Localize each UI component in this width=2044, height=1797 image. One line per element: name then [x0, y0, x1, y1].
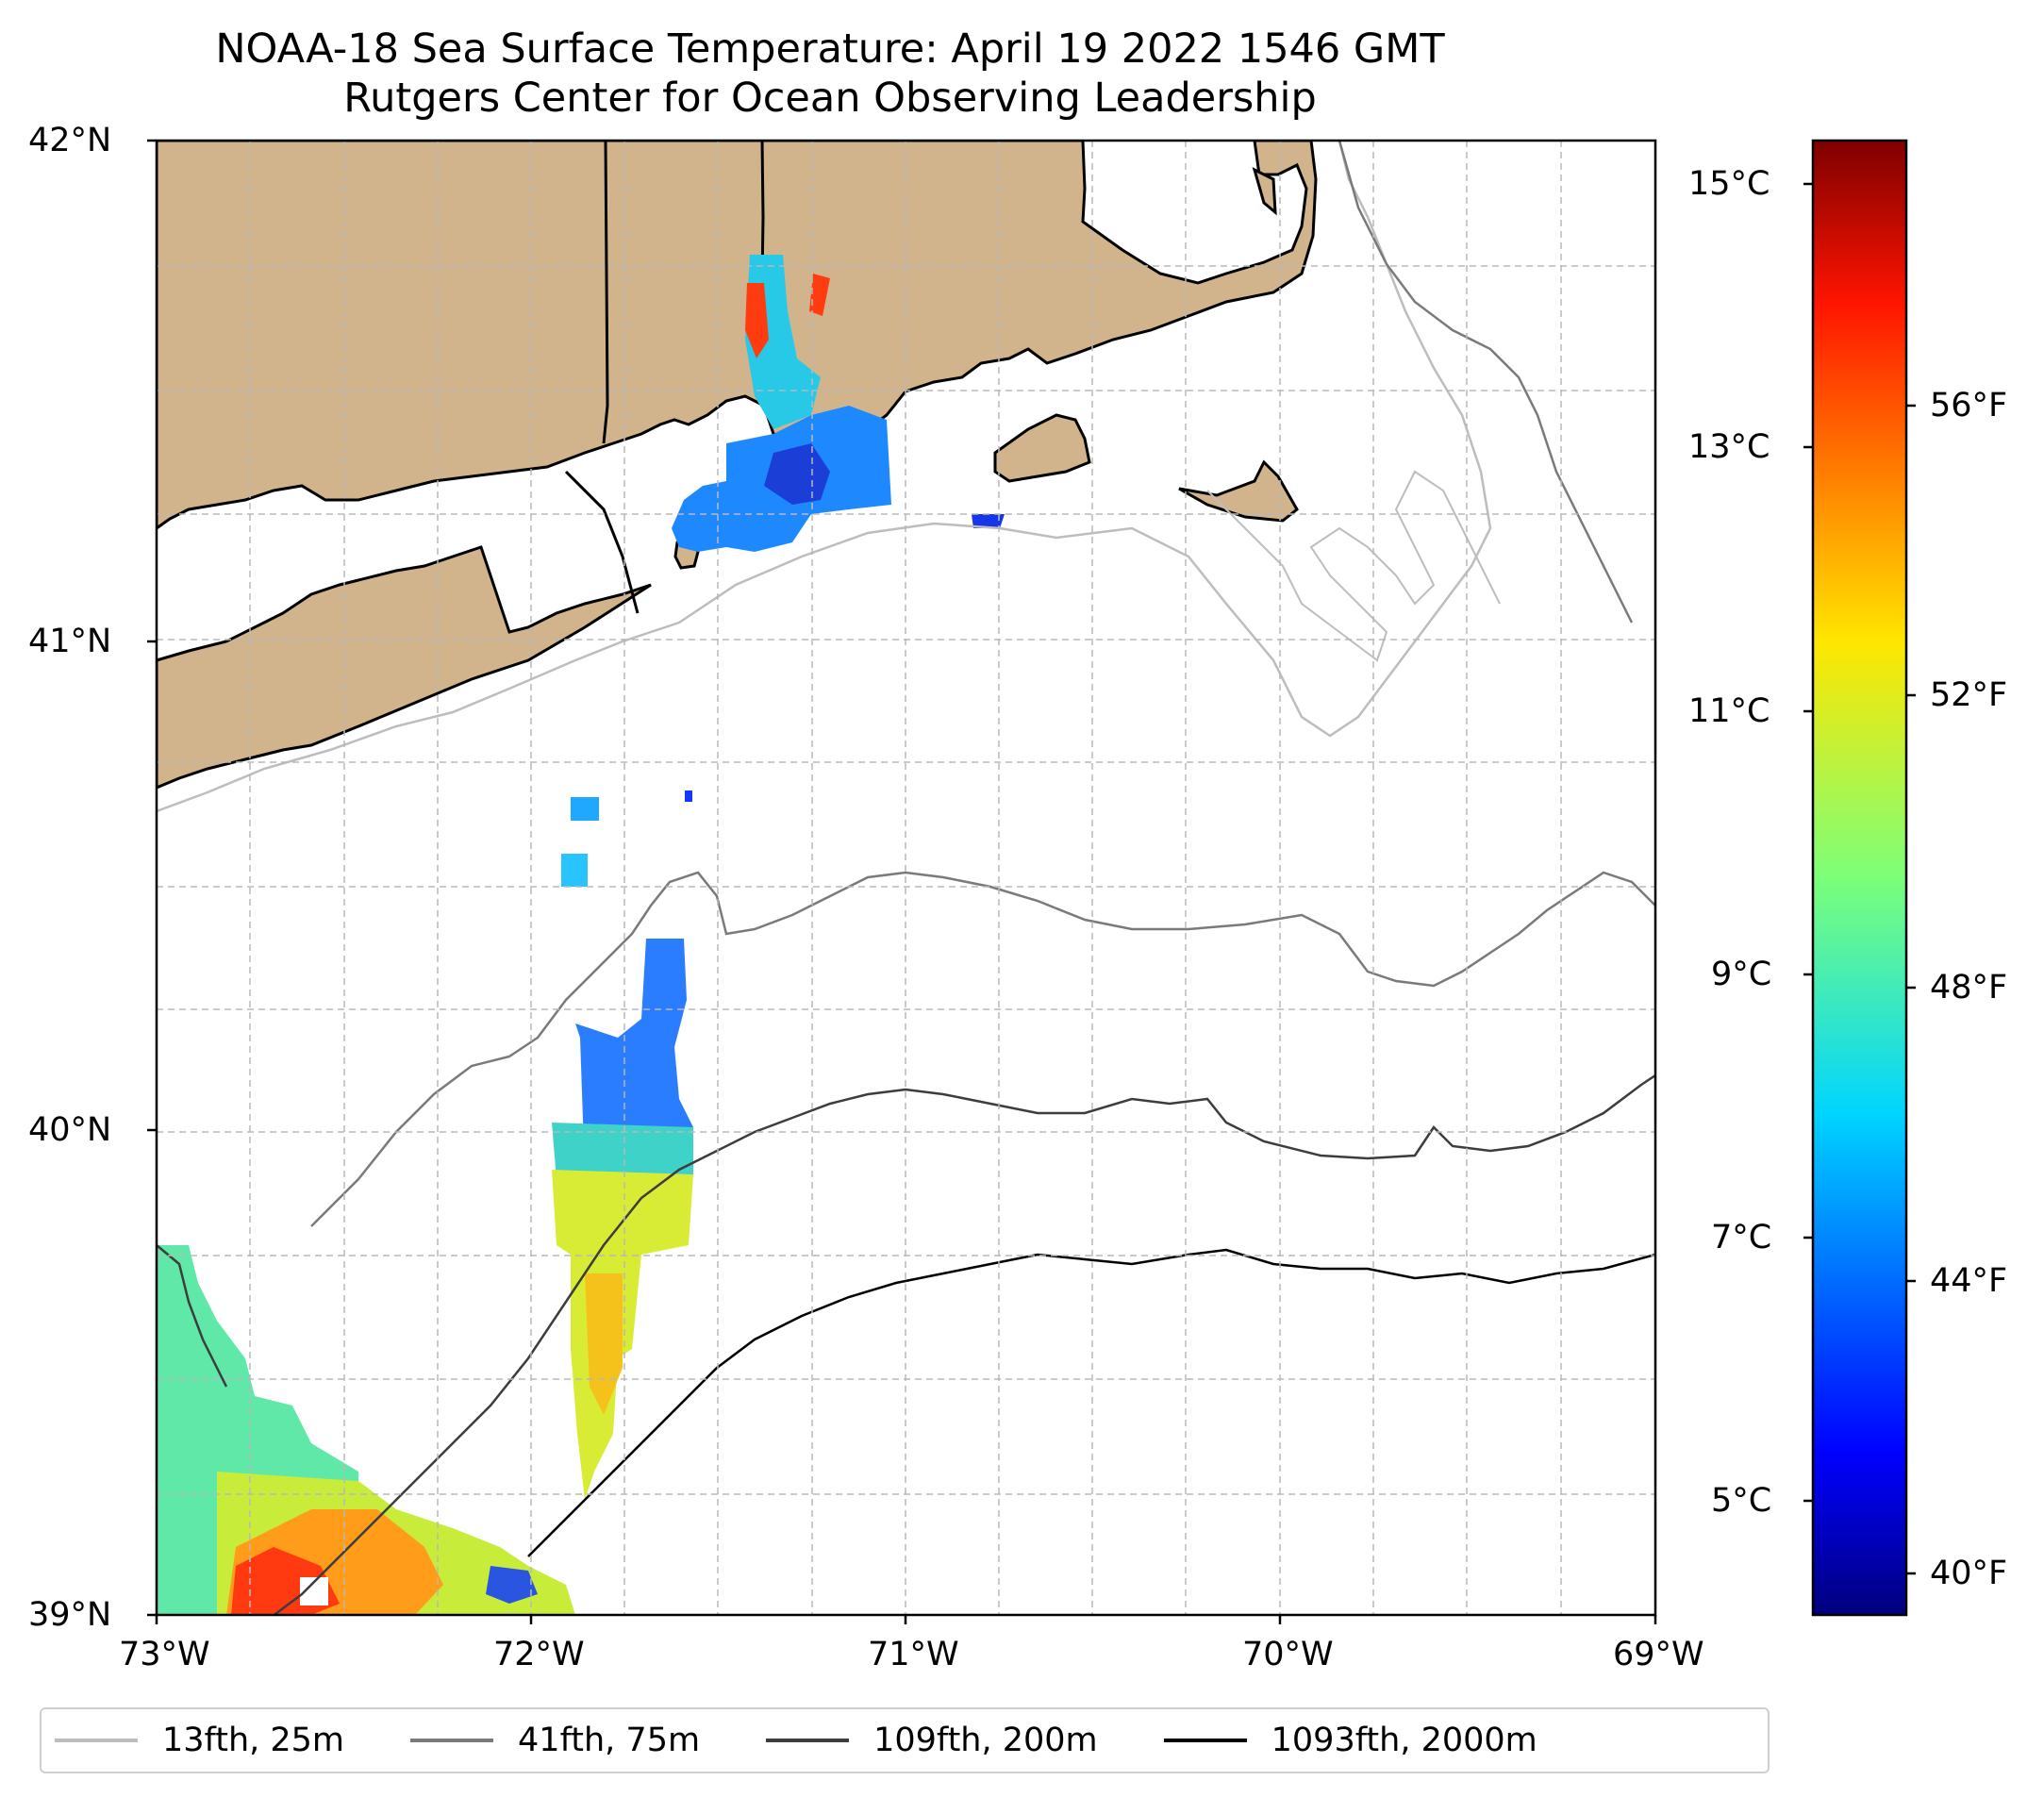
bathymetry-contours [157, 141, 1655, 1615]
colorbar-celsius-label: 15°C [1688, 165, 1770, 203]
cape-cod-tip [1252, 167, 1277, 216]
colorbar-fahrenheit-label: 40°F [1930, 1555, 2008, 1592]
contour-75m [310, 871, 1655, 1227]
colorbar-fahrenheit-label: 48°F [1930, 969, 2008, 1007]
colorbar-celsius-label: 11°C [1688, 692, 1770, 730]
colorbar-fahrenheit-label: 52°F [1930, 676, 2008, 714]
sst-patch-warm-bay-2 [809, 274, 830, 316]
sst-patch-shelf-column-cyan [552, 1123, 693, 1179]
lat-tick-label: 42°N [28, 122, 112, 159]
contour-200m-west [157, 1244, 228, 1388]
lon-tick-label: 70°W [1242, 1636, 1334, 1673]
colorbar-fahrenheit-label: 44°F [1930, 1262, 2008, 1300]
lat-tick-label: 40°N [28, 1111, 112, 1149]
colorbar-celsius-label: 7°C [1711, 1219, 1772, 1256]
sst-patch-vineyard-blue [972, 514, 1005, 528]
colorbar-celsius-label: 13°C [1688, 428, 1770, 466]
lat-tick-label: 41°N [28, 623, 112, 660]
sst-patch-offshore-1 [571, 797, 599, 821]
legend-line-200m [766, 1739, 850, 1742]
sst-patch-warm-bay [745, 283, 769, 358]
lon-tick-label: 71°W [868, 1636, 959, 1673]
colorbar-gradient [1811, 139, 1908, 1617]
contour-25m-shoals [1206, 470, 1501, 662]
contour-25m [157, 141, 1492, 813]
lon-tick-label: 72°W [493, 1636, 585, 1673]
colorbar-fahrenheit-label: 56°F [1930, 387, 2008, 424]
legend-label-200m: 109fth, 200m [873, 1722, 1098, 1759]
legend-item-200m: 109fth, 200m [766, 1722, 1098, 1759]
legend-item-75m: 41fth, 75m [410, 1722, 700, 1759]
legend-line-25m [55, 1739, 138, 1742]
map-title-line1: NOAA-18 Sea Surface Temperature: April 1… [215, 25, 1445, 73]
nantucket [1178, 459, 1299, 523]
marthas-vineyard [993, 413, 1091, 483]
bathymetry-legend: 13fth, 25m 41fth, 75m 109fth, 200m 1093f… [40, 1707, 1770, 1773]
contour-200m [272, 1073, 1655, 1615]
colorbar-ticks [1803, 182, 1916, 1575]
sst-patch-offshore-2 [561, 854, 588, 887]
legend-item-25m: 13fth, 25m [55, 1722, 344, 1759]
lat-tick-label: 39°N [28, 1596, 112, 1634]
sst-patch-sw-blue-spots [486, 1566, 538, 1604]
lon-tick-label: 69°W [1613, 1636, 1704, 1673]
colorbar-celsius-label: 5°C [1711, 1482, 1772, 1520]
grid-lines [157, 141, 1655, 1615]
contour-2000m [527, 1248, 1655, 1557]
legend-label-75m: 41fth, 75m [518, 1722, 701, 1759]
colorbar-celsius-label: 9°C [1711, 956, 1772, 993]
long-island-land [157, 545, 652, 790]
axis-ticks [147, 139, 1657, 1624]
legend-line-2000m [1163, 1739, 1247, 1742]
sst-patch-offshore-3 [685, 790, 692, 802]
legend-label-25m: 13fth, 25m [162, 1722, 345, 1759]
sst-patch-shelf-column-blue [575, 939, 693, 1174]
legend-label-2000m: 1093fth, 2000m [1271, 1722, 1537, 1759]
sst-data [157, 255, 1005, 1615]
lon-tick-label: 73°W [119, 1636, 210, 1673]
legend-item-2000m: 1093fth, 2000m [1163, 1722, 1537, 1759]
contour-75m-upper [1338, 141, 1634, 624]
map-title-line2: Rutgers Center for Ocean Observing Leade… [343, 75, 1317, 122]
sst-patch-ri-sound-deep [764, 443, 830, 505]
legend-line-75m [410, 1739, 494, 1742]
land-masses [157, 141, 1318, 790]
